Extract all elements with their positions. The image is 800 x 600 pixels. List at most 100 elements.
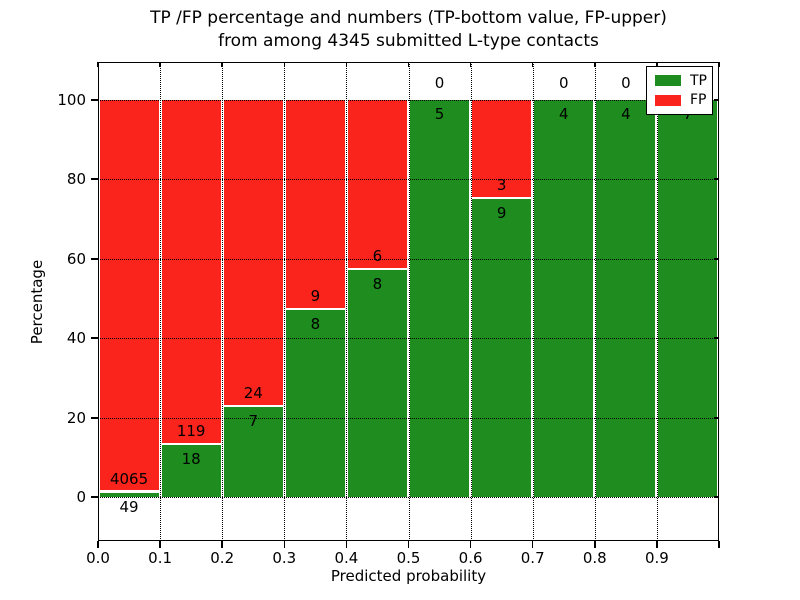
- bar-segment-fp: [285, 99, 345, 309]
- bar-segment-tp: [99, 492, 159, 498]
- y-tick-label: 20: [66, 408, 86, 427]
- bar-label-fp: 0: [621, 73, 631, 92]
- y-axis-label-wrap: Percentage: [18, 62, 56, 541]
- bar-label-fp: 0: [434, 73, 445, 92]
- x-tick-label: 0.7: [520, 549, 545, 567]
- x-tick-bottom: [159, 541, 161, 548]
- plot-border: [98, 62, 719, 541]
- y-tick-left: [91, 257, 98, 260]
- y-tick-label: 0: [76, 488, 86, 507]
- x-tick-bottom: [718, 541, 720, 548]
- bar-segment-tp: [472, 199, 532, 498]
- y-tick-left: [91, 337, 98, 340]
- legend-row: FP: [655, 92, 707, 109]
- legend-label-tp: TP: [690, 72, 707, 89]
- v-gridline: [470, 62, 472, 541]
- x-tick-top: [97, 62, 99, 67]
- x-tick-bottom: [531, 541, 534, 548]
- bar-label-fp: 4065: [109, 469, 149, 488]
- v-gridline: [594, 62, 596, 541]
- bar-label-fp: 9: [310, 287, 321, 306]
- x-tick-bottom: [97, 541, 99, 548]
- x-tick-top: [345, 62, 348, 67]
- v-gridline: [532, 62, 534, 541]
- y-tick-right: [714, 416, 719, 419]
- y-tick-left: [91, 416, 98, 419]
- x-tick-bottom: [345, 541, 348, 548]
- v-gridline: [160, 62, 162, 541]
- legend-label-fp: FP: [690, 92, 707, 109]
- x-tick-bottom: [283, 541, 286, 548]
- y-tick-right: [714, 337, 719, 340]
- bar-segment-tp: [596, 99, 656, 498]
- y-tick-left: [91, 496, 98, 499]
- bar-label-fp: 0: [558, 73, 569, 92]
- x-tick-bottom: [221, 541, 223, 548]
- bar-label-fp: 119: [176, 422, 206, 441]
- bar-label-tp: 7: [248, 412, 259, 431]
- x-tick-bottom: [469, 541, 472, 548]
- v-gridline: [346, 62, 348, 541]
- x-tick-bottom: [407, 541, 410, 548]
- bar-label-tp: 4: [558, 104, 569, 123]
- y-tick-right: [714, 257, 719, 260]
- bar-segment-fp: [472, 99, 532, 198]
- bar-segment-tp: [161, 445, 221, 498]
- bar-label-tp: 49: [119, 497, 139, 516]
- bar-segment-fp: [223, 99, 283, 406]
- legend-row: TP: [655, 72, 707, 89]
- bar-segment-fp: [161, 99, 221, 444]
- x-tick-label: 0.4: [334, 549, 359, 567]
- v-gridline: [284, 62, 286, 541]
- legend: TP FP: [646, 66, 713, 115]
- v-gridline: [222, 62, 224, 541]
- x-tick-top: [594, 62, 596, 67]
- x-tick-bottom: [594, 541, 596, 548]
- bar-label-fp: 24: [243, 384, 263, 403]
- y-tick-label: 80: [66, 170, 86, 189]
- bar-label-tp: 18: [181, 450, 201, 469]
- v-gridline: [408, 62, 410, 541]
- bar-label-tp: 4: [621, 104, 631, 123]
- x-tick-label: 0.0: [86, 549, 110, 567]
- y-tick-label: 100: [57, 90, 86, 109]
- bar-segment-tp: [410, 99, 470, 498]
- y-tick-label: 60: [66, 249, 86, 268]
- x-tick-top: [283, 62, 286, 67]
- legend-swatch-fp: [655, 94, 681, 106]
- y-tick-left: [91, 98, 98, 101]
- x-tick-label: 0.2: [210, 549, 235, 567]
- y-tick-right: [714, 98, 719, 101]
- x-tick-label: 0.1: [148, 549, 173, 567]
- x-tick-label: 0.3: [272, 549, 297, 567]
- y-tick-left: [91, 178, 98, 181]
- x-tick-top: [531, 62, 534, 67]
- bar-segment-tp: [285, 310, 345, 498]
- x-tick-top: [159, 62, 161, 67]
- x-tick-label: 0.6: [458, 549, 483, 567]
- x-tick-label: 0.8: [582, 549, 607, 567]
- x-tick-top: [407, 62, 410, 67]
- x-tick-top: [718, 62, 720, 67]
- chart-title-line2: from among 4345 submitted L-type contact…: [218, 31, 599, 51]
- x-axis-label: Predicted probability: [330, 567, 487, 585]
- v-gridline: [656, 62, 658, 541]
- x-tick-label: 0.9: [644, 549, 669, 567]
- bar-label-tp: 5: [434, 104, 445, 123]
- bar-label-tp: 8: [372, 275, 383, 294]
- bar-segment-tp: [534, 99, 594, 498]
- bar-label-tp: 8: [310, 315, 321, 334]
- bar-segment-tp: [223, 407, 283, 498]
- x-tick-top: [221, 62, 223, 67]
- bar-segment-fp: [99, 99, 159, 491]
- bar-segment-tp: [658, 99, 718, 498]
- bar-label-tp: 9: [496, 204, 507, 223]
- bar-segment-fp: [347, 99, 407, 269]
- bar-label-fp: 6: [372, 247, 383, 266]
- x-tick-top: [469, 62, 472, 67]
- bar-segment-tp: [347, 270, 407, 498]
- bar-label-fp: 3: [496, 176, 507, 195]
- chart-title-line1: TP /FP percentage and numbers (TP-bottom…: [150, 8, 667, 28]
- x-tick-top: [656, 62, 658, 67]
